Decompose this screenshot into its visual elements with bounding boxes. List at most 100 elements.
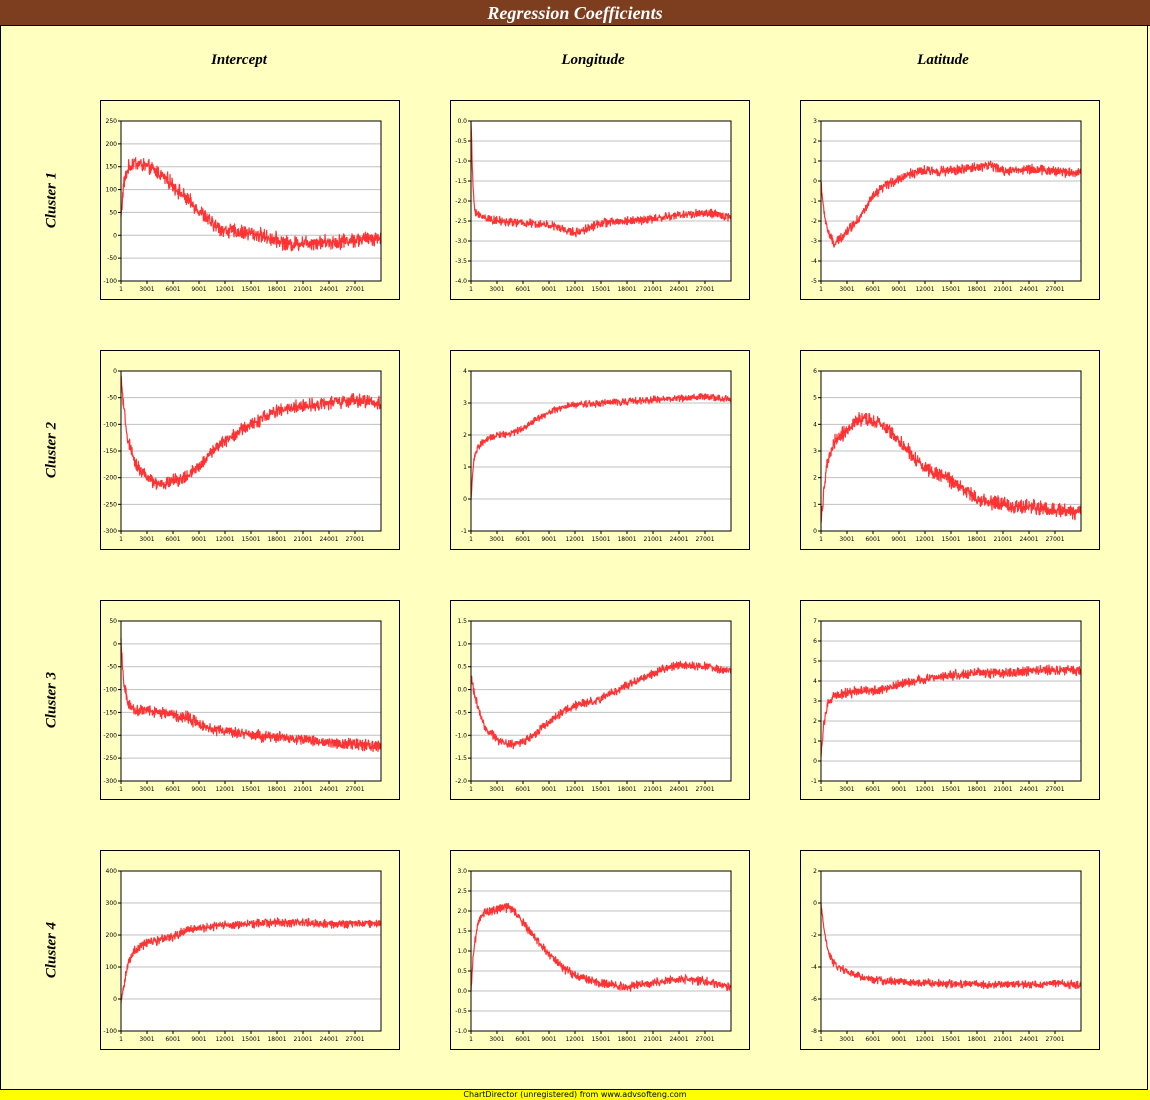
- x-tick-label: 27001: [345, 786, 364, 793]
- y-tick-label: -300: [103, 778, 117, 785]
- y-tick-label: 200: [106, 141, 118, 148]
- x-tick-label: 6001: [165, 286, 180, 293]
- chart-cluster-1-intercept: 250 200 150 100 50 0 -50 -1001 3001 6001 9001 12001…: [103, 118, 382, 293]
- series-line: [120, 637, 382, 753]
- y-tick-label: -2.0: [455, 198, 467, 205]
- x-tick-label: 27001: [345, 536, 364, 543]
- x-tick-label: 12001: [915, 286, 934, 293]
- series-line: [470, 122, 732, 238]
- x-tick-label: 18001: [967, 536, 986, 543]
- panel-cluster-1-latitude: 3 2 1 0 -1 -2 -3 -4 -5 1 3001 6001 9001 12001 15001 180…: [800, 100, 1100, 300]
- y-tick-label: 0: [813, 758, 817, 765]
- x-tick-label: 18001: [617, 286, 636, 293]
- y-tick-label: 2: [813, 138, 817, 145]
- y-tick-label: -1.0: [455, 732, 467, 739]
- y-tick-label: -100: [103, 278, 117, 285]
- y-tick-label: 3: [813, 698, 817, 705]
- x-tick-label: 21001: [643, 536, 662, 543]
- x-tick-label: 15001: [941, 1036, 960, 1043]
- y-tick-label: -1.5: [455, 755, 467, 762]
- y-tick-label: -4: [811, 258, 817, 265]
- plot-area: [821, 871, 1081, 1031]
- title-bar: Regression Coefficients: [0, 0, 1150, 26]
- x-tick-label: 9001: [541, 536, 556, 543]
- x-tick-label: 1: [819, 1036, 823, 1043]
- x-tick-label: 1: [469, 536, 473, 543]
- x-tick-label: 15001: [941, 286, 960, 293]
- x-tick-label: 12001: [565, 286, 584, 293]
- x-tick-label: 18001: [617, 536, 636, 543]
- y-tick-label: -250: [103, 755, 117, 762]
- chart-cluster-4-latitude: 2 0 -2 -4 -6 -81 3001 6001 9001 12001 15001 18001 21…: [811, 868, 1082, 1043]
- y-tick-label: 100: [106, 187, 118, 194]
- series-line: [820, 160, 1082, 248]
- x-tick-label: 9001: [891, 1036, 906, 1043]
- plot-border: [120, 370, 382, 532]
- y-tick-label: 300: [106, 900, 118, 907]
- x-tick-label: 15001: [591, 786, 610, 793]
- y-tick-label: -1.0: [455, 1028, 467, 1035]
- x-tick-label: 12001: [915, 786, 934, 793]
- x-tick-label: 3001: [139, 786, 154, 793]
- x-tick-label: 27001: [695, 286, 714, 293]
- x-tick-label: 21001: [993, 536, 1012, 543]
- panel-cluster-1-longitude: 0.0 -0.5 -1.0 -1.5 -2.0 -2.5 -3.0 -3.5 -4.0 1 3001…: [450, 100, 750, 300]
- x-tick-label: 27001: [345, 1036, 364, 1043]
- y-tick-label: 0.0: [457, 118, 467, 125]
- x-tick-label: 27001: [1045, 536, 1064, 543]
- y-tick-label: 2: [813, 868, 817, 875]
- x-tick-label: 21001: [293, 536, 312, 543]
- y-tick-label: 3: [813, 118, 817, 125]
- y-tick-label: -50: [107, 664, 117, 671]
- y-tick-label: 250: [106, 118, 118, 125]
- x-tick-label: 27001: [695, 786, 714, 793]
- plot-area: [471, 371, 731, 531]
- y-tick-label: 0: [813, 178, 817, 185]
- x-tick-label: 3001: [139, 536, 154, 543]
- x-tick-label: 1: [469, 286, 473, 293]
- x-tick-label: 3001: [839, 536, 854, 543]
- x-tick-label: 15001: [241, 536, 260, 543]
- y-tick-label: 4: [463, 368, 467, 375]
- series-line: [470, 393, 732, 500]
- y-tick-label: 1: [813, 158, 817, 165]
- x-tick-label: 27001: [345, 286, 364, 293]
- y-tick-label: 150: [106, 164, 118, 171]
- x-tick-label: 12001: [565, 1036, 584, 1043]
- x-tick-label: 24001: [669, 536, 688, 543]
- x-tick-label: 24001: [1019, 286, 1038, 293]
- x-tick-label: 1: [469, 1036, 473, 1043]
- series-line: [120, 157, 382, 252]
- chart-cluster-4-longitude: 3.0 2.5 2.0 1.5 1.0 0.5 0.0 -0.5 -1.01 3001 6001 90…: [455, 868, 732, 1043]
- x-tick-label: 18001: [267, 536, 286, 543]
- y-tick-label: -100: [103, 421, 117, 428]
- x-tick-label: 3001: [489, 1036, 504, 1043]
- chart-cluster-2-intercept: 0 -50 -100 -150 -200 -250 -3001 3001 6001 9001 120…: [103, 368, 382, 543]
- y-tick-label: 50: [109, 209, 117, 216]
- x-tick-label: 12001: [565, 536, 584, 543]
- plot-border: [470, 620, 732, 782]
- plot-border: [820, 120, 1082, 282]
- x-tick-label: 6001: [165, 1036, 180, 1043]
- x-tick-label: 18001: [267, 1036, 286, 1043]
- panel-cluster-4-longitude: 3.0 2.5 2.0 1.5 1.0 0.5 0.0 -0.5 -1.0 1 3001 6001 90…: [450, 850, 750, 1050]
- y-tick-label: 100: [106, 964, 118, 971]
- y-tick-label: -50: [107, 395, 117, 402]
- x-tick-label: 21001: [993, 286, 1012, 293]
- y-tick-label: -2.0: [455, 778, 467, 785]
- y-tick-label: 2.0: [457, 908, 467, 915]
- x-tick-label: 9001: [191, 286, 206, 293]
- y-tick-label: 3: [463, 400, 467, 407]
- x-tick-label: 3001: [839, 1036, 854, 1043]
- y-tick-label: -2: [811, 218, 817, 225]
- x-tick-label: 15001: [591, 1036, 610, 1043]
- x-tick-label: 1: [819, 786, 823, 793]
- series-line: [120, 375, 382, 490]
- y-tick-label: -3: [811, 238, 817, 245]
- x-tick-label: 9001: [541, 786, 556, 793]
- x-tick-label: 12001: [915, 1036, 934, 1043]
- x-tick-label: 9001: [191, 1036, 206, 1043]
- x-tick-label: 1: [819, 536, 823, 543]
